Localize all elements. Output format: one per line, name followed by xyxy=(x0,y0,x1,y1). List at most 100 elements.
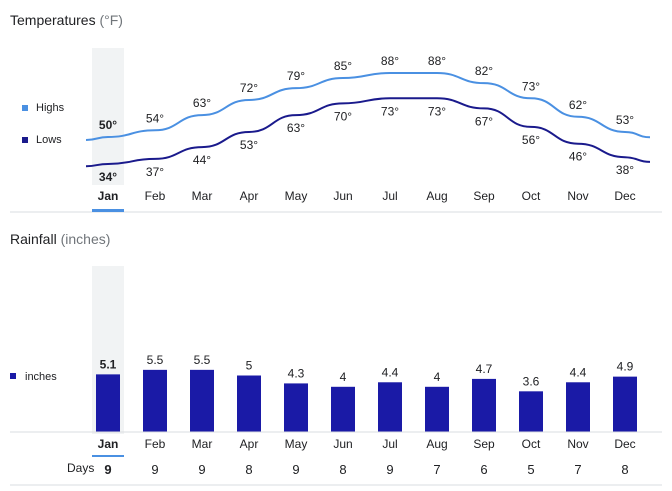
rainfall-plot: 5.1 5.5 5.5 5 4.3 4 4.4 4 4.7 3.6 4.4 4.9 Jan Feb Mar A… xyxy=(96,353,637,451)
bar-sep[interactable] xyxy=(472,378,496,432)
legend-inches-swatch xyxy=(10,373,16,379)
x-tick-temperatures-feb[interactable]: Feb xyxy=(145,189,166,203)
bar-label-jan: 5.1 xyxy=(100,357,117,371)
x-tick-temperatures-may[interactable]: May xyxy=(285,189,308,203)
days-value-apr: 8 xyxy=(245,462,252,477)
bar-label-jun: 4 xyxy=(340,370,347,384)
x-tick-temperatures-aug[interactable]: Aug xyxy=(426,189,447,203)
x-tick-rainfall-aug[interactable]: Aug xyxy=(426,437,447,451)
x-tick-rainfall-apr[interactable]: Apr xyxy=(240,437,259,451)
data-label-lows-may: 63° xyxy=(287,121,305,135)
data-label-highs-nov: 62° xyxy=(569,98,587,112)
data-label-highs-jun: 85° xyxy=(334,59,352,73)
data-label-lows-jan: 34° xyxy=(99,170,117,184)
bar-jan[interactable] xyxy=(96,374,120,432)
x-tick-rainfall-jun[interactable]: Jun xyxy=(333,437,352,451)
days-value-feb: 9 xyxy=(151,462,158,477)
bar-mar[interactable] xyxy=(190,369,214,432)
x-tick-temperatures-jul[interactable]: Jul xyxy=(382,189,397,203)
x-tick-temperatures-oct[interactable]: Oct xyxy=(522,189,541,203)
data-label-lows-dec: 38° xyxy=(616,163,634,177)
x-tick-rainfall-jan[interactable]: Jan xyxy=(98,437,119,451)
data-label-lows-nov: 46° xyxy=(569,150,587,164)
data-label-highs-mar: 63° xyxy=(193,96,211,110)
days-value-sep: 6 xyxy=(480,462,487,477)
bar-may[interactable] xyxy=(284,383,308,432)
data-label-highs-jan: 50° xyxy=(99,118,117,132)
days-value-jan: 9 xyxy=(104,462,111,477)
x-tick-rainfall-may[interactable]: May xyxy=(285,437,308,451)
data-label-highs-jul: 88° xyxy=(381,54,399,68)
data-label-highs-apr: 72° xyxy=(240,81,258,95)
rainfall-title-text: Rainfall xyxy=(10,231,57,247)
bar-aug[interactable] xyxy=(425,386,449,432)
x-tick-rainfall-sep[interactable]: Sep xyxy=(473,437,495,451)
bar-oct[interactable] xyxy=(519,391,543,432)
bar-nov[interactable] xyxy=(566,382,590,432)
days-value-dec: 8 xyxy=(621,462,628,477)
bar-label-oct: 3.6 xyxy=(523,374,540,388)
bar-apr[interactable] xyxy=(237,375,261,433)
legend-highs-label: Highs xyxy=(36,102,65,114)
x-tick-temperatures-apr[interactable]: Apr xyxy=(240,189,259,203)
x-tick-rainfall-nov[interactable]: Nov xyxy=(567,437,588,451)
x-tick-temperatures-mar[interactable]: Mar xyxy=(192,189,213,203)
rainfall-unit: (inches) xyxy=(60,231,111,247)
bar-jul[interactable] xyxy=(378,382,402,432)
data-label-lows-mar: 44° xyxy=(193,153,211,167)
days-row: 9 9 9 8 9 8 9 7 6 5 7 8 xyxy=(104,462,628,477)
bar-dec[interactable] xyxy=(613,376,637,432)
days-label: Days xyxy=(67,461,94,475)
bar-jun[interactable] xyxy=(331,386,355,432)
days-selected-underline xyxy=(92,455,124,457)
selected-month-underline xyxy=(92,209,124,212)
selected-month-highlight-temperatures xyxy=(92,48,124,185)
series-line-lows xyxy=(85,97,651,168)
days-value-jul: 9 xyxy=(386,462,393,477)
data-label-lows-sep: 67° xyxy=(475,114,493,128)
x-tick-rainfall-oct[interactable]: Oct xyxy=(522,437,541,451)
bar-label-aug: 4 xyxy=(434,370,441,384)
series-line-highs xyxy=(85,72,651,142)
bar-label-nov: 4.4 xyxy=(570,365,587,379)
data-label-highs-dec: 53° xyxy=(616,113,634,127)
rainfall-title: Rainfall (inches) xyxy=(10,231,110,247)
temperature-plot: 50° 54° 63° 72° 79° 85° 88° 88° 82° 73° 62° 53° 34° 3… xyxy=(85,54,651,203)
x-tick-temperatures-sep[interactable]: Sep xyxy=(473,189,495,203)
data-label-highs-aug: 88° xyxy=(428,54,446,68)
bar-label-mar: 5.5 xyxy=(194,353,211,367)
temperatures-title: Temperatures (°F) xyxy=(10,12,123,28)
x-tick-rainfall-feb[interactable]: Feb xyxy=(145,437,166,451)
data-label-lows-jul: 73° xyxy=(381,104,399,118)
bar-label-jul: 4.4 xyxy=(382,365,399,379)
days-value-may: 9 xyxy=(292,462,299,477)
data-label-lows-jun: 70° xyxy=(334,109,352,123)
temperatures-title-text: Temperatures xyxy=(10,12,96,28)
x-tick-rainfall-dec[interactable]: Dec xyxy=(614,437,635,451)
x-tick-temperatures-jan[interactable]: Jan xyxy=(98,189,119,203)
bar-label-may: 4.3 xyxy=(288,366,305,380)
x-tick-temperatures-dec[interactable]: Dec xyxy=(614,189,635,203)
data-label-lows-aug: 73° xyxy=(428,104,446,118)
legend-lows-swatch xyxy=(22,137,28,143)
temperatures-unit: (°F) xyxy=(99,12,123,28)
data-label-lows-oct: 56° xyxy=(522,133,540,147)
x-tick-temperatures-jun[interactable]: Jun xyxy=(333,189,352,203)
days-value-nov: 7 xyxy=(574,462,581,477)
x-tick-temperatures-nov[interactable]: Nov xyxy=(567,189,588,203)
days-value-oct: 5 xyxy=(527,462,534,477)
bar-label-apr: 5 xyxy=(246,359,253,373)
x-tick-rainfall-mar[interactable]: Mar xyxy=(192,437,213,451)
x-tick-rainfall-jul[interactable]: Jul xyxy=(382,437,397,451)
data-label-highs-oct: 73° xyxy=(522,79,540,93)
bar-feb[interactable] xyxy=(143,369,167,432)
legend-lows-label: Lows xyxy=(36,134,62,146)
data-label-lows-apr: 53° xyxy=(240,138,258,152)
bar-label-sep: 4.7 xyxy=(476,362,493,376)
bar-label-dec: 4.9 xyxy=(617,360,634,374)
bar-label-feb: 5.5 xyxy=(147,353,164,367)
data-label-lows-feb: 37° xyxy=(146,165,164,179)
data-label-highs-may: 79° xyxy=(287,69,305,83)
days-value-aug: 7 xyxy=(433,462,440,477)
